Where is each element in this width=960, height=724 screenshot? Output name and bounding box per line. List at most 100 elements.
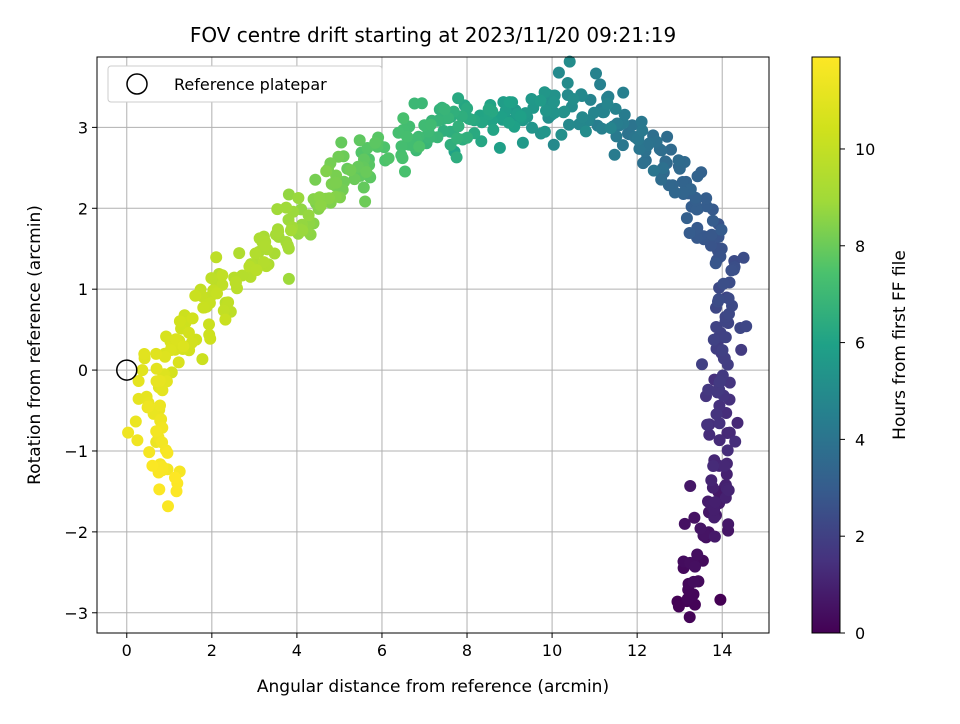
data-point xyxy=(514,110,527,123)
data-point xyxy=(150,425,163,438)
data-point xyxy=(558,105,571,118)
data-point xyxy=(217,304,230,317)
data-point xyxy=(731,416,744,429)
data-point xyxy=(672,154,685,167)
data-point xyxy=(707,460,720,472)
colorbar-tick-label: 6 xyxy=(855,334,865,353)
data-point xyxy=(705,474,718,487)
data-point xyxy=(395,140,408,153)
data-point xyxy=(657,162,669,175)
data-point xyxy=(353,134,366,147)
x-axis-label: Angular distance from reference (arcmin) xyxy=(257,677,609,697)
reference-platepar-marker xyxy=(116,359,138,381)
data-point xyxy=(493,141,506,154)
data-point xyxy=(723,426,736,439)
data-point xyxy=(647,164,660,177)
data-point xyxy=(219,313,232,326)
grid-lines xyxy=(97,57,769,633)
data-point xyxy=(146,459,159,472)
y-tick-label: 0 xyxy=(78,361,88,380)
x-tick-label: 2 xyxy=(207,641,217,660)
colorbar-tick-label: 10 xyxy=(855,140,875,159)
data-point xyxy=(450,151,463,164)
data-point xyxy=(637,157,650,170)
y-axis-label: Rotation from reference (arcmin) xyxy=(25,205,45,485)
data-point xyxy=(330,176,343,189)
data-point xyxy=(173,315,186,328)
data-point xyxy=(707,333,720,346)
data-point xyxy=(154,399,166,412)
data-point xyxy=(153,483,166,496)
data-point xyxy=(563,118,575,131)
data-point xyxy=(438,103,451,116)
data-point xyxy=(281,239,294,252)
data-point xyxy=(710,321,723,333)
data-point xyxy=(150,375,163,388)
data-point xyxy=(661,130,674,143)
data-point xyxy=(399,165,411,178)
data-point xyxy=(282,272,295,285)
x-tick-label: 8 xyxy=(462,641,472,660)
data-point xyxy=(482,103,495,116)
data-point xyxy=(296,224,309,237)
data-point xyxy=(735,343,748,356)
data-point xyxy=(487,123,500,136)
reference-marker xyxy=(116,359,138,381)
data-point xyxy=(563,55,576,68)
legend: Reference platepar xyxy=(107,65,383,103)
data-point xyxy=(502,116,515,129)
data-point xyxy=(359,195,372,208)
data-point xyxy=(258,239,271,252)
data-point xyxy=(665,143,677,156)
data-point xyxy=(332,150,345,163)
data-point xyxy=(526,121,538,134)
data-point xyxy=(548,96,560,109)
data-point xyxy=(132,375,145,387)
data-point xyxy=(162,500,174,513)
colorbar-tick-label: 8 xyxy=(855,237,865,256)
colorbar-ticks: 0 2 4 6 8 10 xyxy=(840,140,875,643)
data-point xyxy=(617,86,630,99)
data-point xyxy=(715,223,728,236)
data-point xyxy=(156,384,169,397)
data-point xyxy=(143,446,156,459)
data-point xyxy=(680,212,693,225)
data-point xyxy=(397,112,410,125)
legend-entry-label: Reference platepar xyxy=(174,75,327,94)
legend-marker-circle xyxy=(126,73,148,95)
data-point xyxy=(150,347,163,360)
colorbar-tick-label: 0 xyxy=(855,624,865,643)
data-point xyxy=(721,444,734,457)
data-point xyxy=(717,277,730,290)
data-point xyxy=(211,287,223,300)
data-point xyxy=(579,125,592,138)
data-point xyxy=(547,138,560,151)
x-tick-label: 6 xyxy=(377,641,387,660)
data-point xyxy=(169,471,181,484)
data-point xyxy=(722,292,735,305)
data-point xyxy=(272,225,285,238)
data-point xyxy=(705,228,718,241)
colorbar-gradient xyxy=(811,56,841,634)
data-point xyxy=(525,93,538,105)
x-tick-label: 0 xyxy=(122,641,132,660)
data-point xyxy=(271,203,284,216)
y-tick-label: 1 xyxy=(78,280,88,299)
data-point xyxy=(189,289,202,302)
data-point xyxy=(709,257,722,270)
data-point xyxy=(320,165,333,178)
colorbar-label: Hours from first FF file xyxy=(890,250,910,440)
data-point xyxy=(712,293,725,306)
data-point xyxy=(655,173,668,186)
data-point xyxy=(696,358,708,371)
data-point xyxy=(203,318,215,331)
data-point xyxy=(710,408,723,421)
data-point xyxy=(475,135,488,148)
data-point xyxy=(282,188,295,201)
data-point xyxy=(594,78,607,91)
plot-frame xyxy=(96,56,770,634)
data-point xyxy=(708,530,721,543)
data-point xyxy=(633,142,646,155)
chart-title: FOV centre drift starting at 2023/11/20 … xyxy=(190,23,676,47)
